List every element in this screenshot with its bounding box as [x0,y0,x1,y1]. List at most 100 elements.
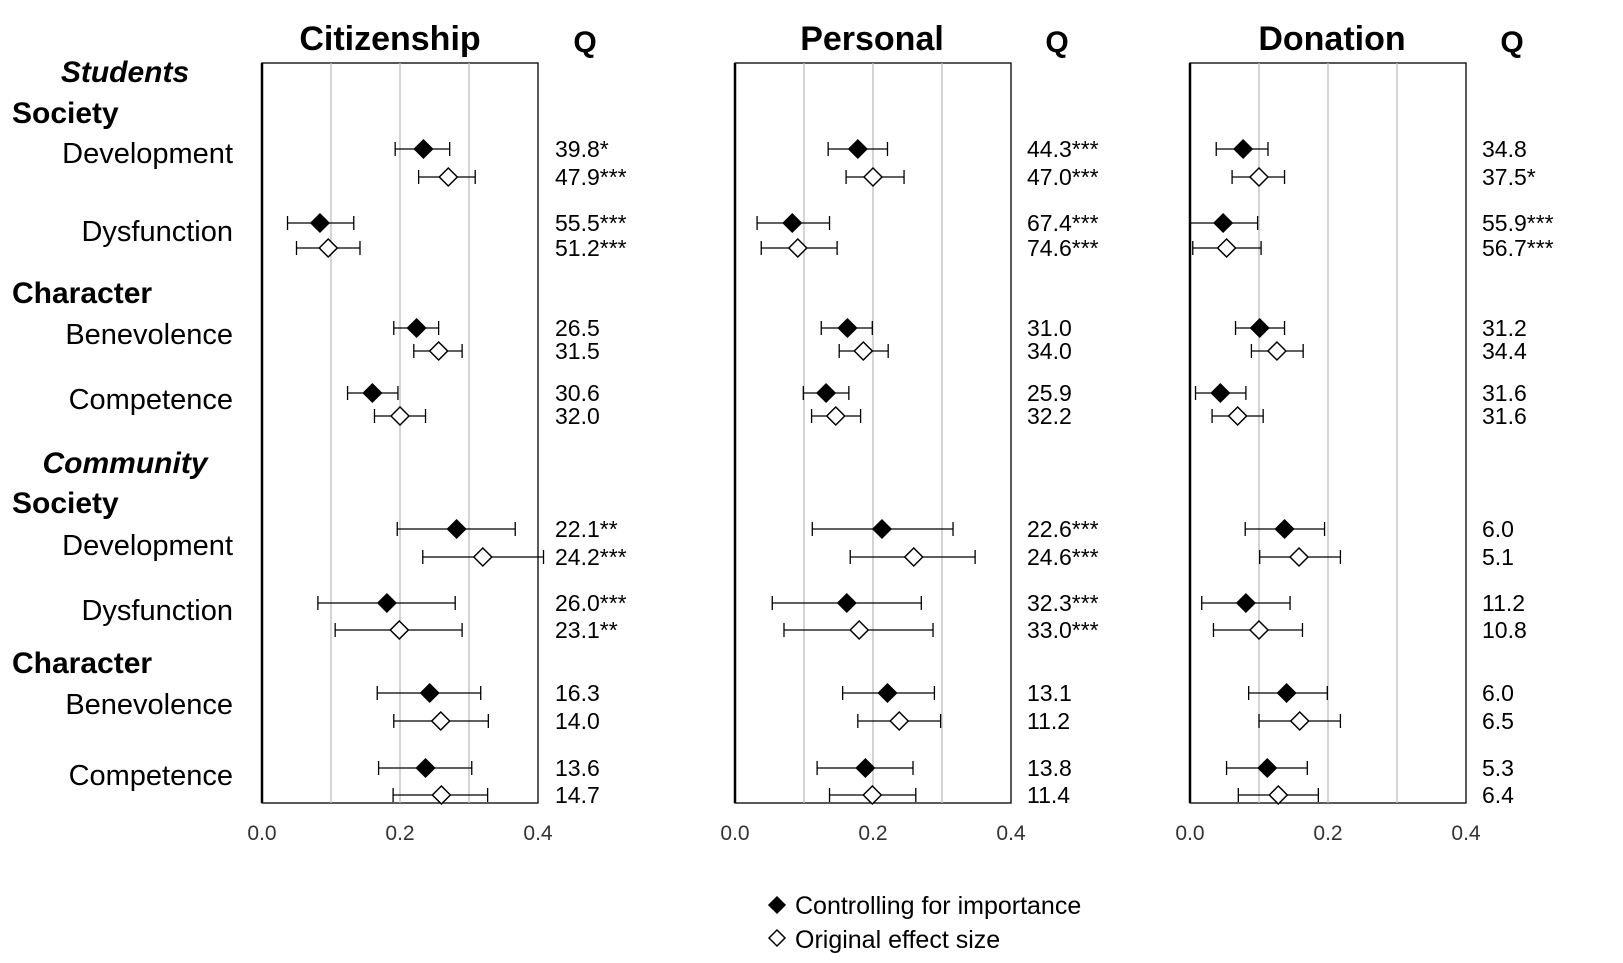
open-diamond-donation-9 [1288,546,1310,568]
panel-title-citizenship: Citizenship [299,20,480,58]
legend: Controlling for importance Original effe… [767,892,1081,954]
q-value-donation-7: 31.6 [1482,403,1527,429]
x-tick-label-donation: 0.4 [1451,822,1481,845]
q-value-citizenship-8: 22.1** [555,516,618,542]
x-tick-label-citizenship: 0.2 [385,822,414,845]
open-diamond-personal-13 [889,710,910,732]
filled-diamond-citizenship-12 [419,682,440,704]
row-label-row-development: Development [62,530,233,562]
q-value-citizenship-6: 30.6 [555,380,600,406]
q-value-personal-10: 32.3*** [1027,590,1099,616]
q-value-donation-12: 6.0 [1482,680,1514,706]
q-value-personal-2: 67.4*** [1027,210,1099,236]
q-value-personal-12: 13.1 [1027,680,1072,706]
q-value-personal-13: 11.2 [1027,708,1070,734]
legend-label-controlling: Controlling for importance [795,892,1081,920]
x-tick-label-citizenship: 0.0 [247,822,276,845]
q-value-citizenship-4: 26.5 [555,315,600,341]
panel-personal: Personal Q 0.0 0.2 0.4 44.3***47.0*** 67.4***7… [720,20,1098,845]
open-diamond-donation-11 [1248,619,1270,641]
open-diamond-personal-3 [787,237,808,259]
open-diamond-personal-11 [849,619,870,641]
q-value-citizenship-7: 32.0 [555,403,600,429]
open-diamond-citizenship-15 [431,784,452,806]
q-value-personal-4: 31.0 [1027,315,1072,341]
q-value-donation-1: 37.5* [1482,164,1536,190]
filled-diamond-citizenship-4 [406,317,427,339]
q-value-donation-2: 55.9*** [1482,210,1554,236]
x-tick-label-donation: 0.0 [1175,822,1204,845]
row-labels: Students Society Development Dysfunction Cha… [12,56,233,792]
q-value-donation-11: 10.8 [1482,617,1527,643]
open-diamond-donation-15 [1268,784,1289,806]
x-tick-label-personal: 0.2 [858,822,887,845]
open-diamond-citizenship-7 [389,405,411,427]
open-diamond-donation-5 [1266,340,1288,362]
open-diamond-donation-13 [1289,710,1310,732]
x-tick-label-personal: 0.0 [720,822,749,845]
x-tick-label-personal: 0.4 [996,822,1026,845]
open-diamond-citizenship-9 [472,546,493,568]
legend-label-original: Original effect size [795,926,1000,954]
legend-filled-diamond-icon [767,895,787,915]
q-value-personal-11: 33.0*** [1027,617,1099,643]
open-diamond-donation-7 [1227,405,1248,427]
row-label-row-development: Development [62,138,233,170]
filled-diamond-citizenship-14 [415,757,436,779]
filled-diamond-personal-6 [816,382,837,404]
filled-diamond-citizenship-0 [413,138,434,160]
open-diamond-personal-9 [903,546,924,568]
panel-title-donation: Donation [1258,20,1405,58]
q-value-personal-9: 24.6*** [1027,544,1099,570]
filled-diamond-citizenship-6 [362,382,383,404]
panels: Citizenship Q 0.0 0.2 0.4 39.8*47.9*** 55.5***… [247,20,1553,845]
row-label-category-character: Character [12,277,152,310]
q-header-personal: Q [1045,26,1068,59]
q-value-personal-15: 11.4 [1027,782,1070,808]
open-diamond-donation-3 [1216,237,1237,259]
filled-diamond-donation-2 [1213,212,1234,234]
q-value-citizenship-15: 14.7 [555,782,600,808]
filled-diamond-donation-10 [1235,592,1256,614]
q-value-donation-4: 31.2 [1482,315,1527,341]
q-value-donation-15: 6.4 [1482,782,1514,808]
q-value-donation-13: 6.5 [1482,708,1514,734]
q-value-personal-14: 13.8 [1027,755,1072,781]
q-value-citizenship-12: 16.3 [555,680,600,706]
q-value-citizenship-0: 39.8* [555,136,609,162]
filled-diamond-personal-12 [877,682,898,704]
open-diamond-donation-1 [1248,166,1270,188]
open-diamond-citizenship-5 [428,340,449,362]
filled-diamond-donation-8 [1274,518,1295,540]
x-tick-label-donation: 0.2 [1313,822,1342,845]
filled-diamond-citizenship-10 [376,592,397,614]
legend-open-diamond-icon [767,928,787,948]
x-tick-label-citizenship: 0.4 [523,822,553,845]
q-value-citizenship-2: 55.5*** [555,210,627,236]
q-value-donation-14: 5.3 [1482,755,1514,781]
q-value-donation-9: 5.1 [1482,544,1514,570]
open-diamond-citizenship-11 [389,619,410,641]
row-label-category-society: Society [12,487,119,520]
filled-diamond-personal-2 [782,212,803,234]
filled-diamond-donation-0 [1233,138,1254,160]
open-diamond-citizenship-13 [430,710,451,732]
q-value-citizenship-11: 23.1** [555,617,618,643]
q-value-personal-6: 25.9 [1027,380,1072,406]
open-diamond-citizenship-1 [438,166,459,188]
q-value-personal-8: 22.6*** [1027,516,1099,542]
panel-citizenship: Citizenship Q 0.0 0.2 0.4 39.8*47.9*** 55.5***… [247,20,626,845]
open-diamond-personal-1 [862,166,884,188]
q-value-donation-5: 34.4 [1482,338,1527,364]
q-value-citizenship-9: 24.2*** [555,544,627,570]
q-value-donation-6: 31.6 [1482,380,1527,406]
filled-diamond-personal-14 [855,757,876,779]
q-value-donation-10: 11.2 [1482,590,1525,616]
open-diamond-personal-15 [862,784,883,806]
panel-title-personal: Personal [800,20,944,58]
panel-donation: Donation Q 0.0 0.2 0.4 34.837.5* 55.9***56.7**… [1175,20,1553,845]
filled-diamond-personal-8 [871,518,893,540]
row-label-category-character: Character [12,647,152,680]
filled-diamond-donation-14 [1257,757,1278,779]
